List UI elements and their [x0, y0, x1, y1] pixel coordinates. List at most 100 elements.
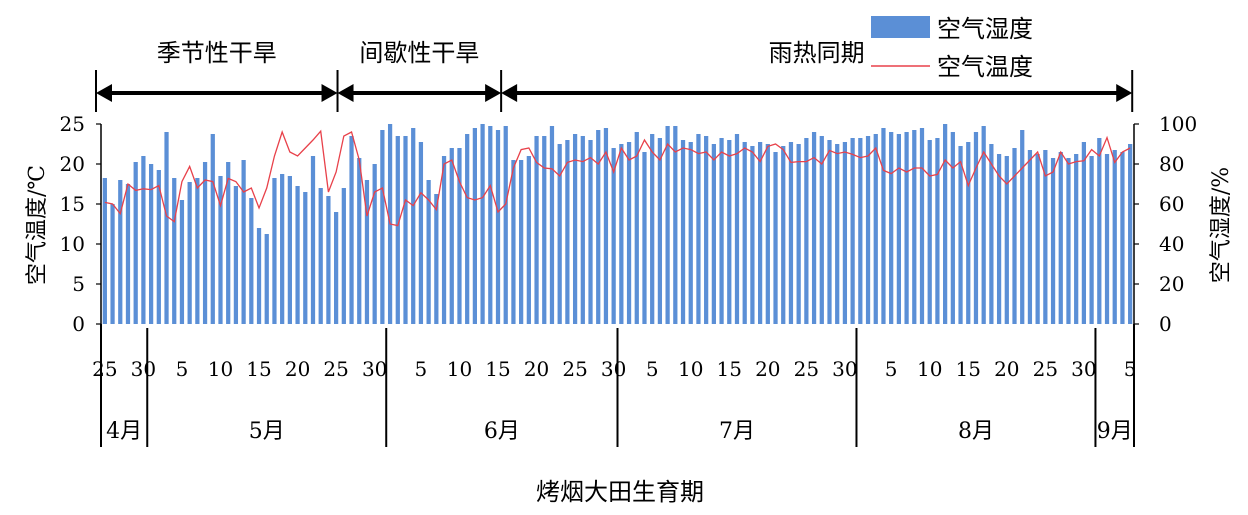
humidity-bar: [773, 152, 778, 324]
humidity-bar: [326, 196, 331, 324]
day-tick-label: 15: [717, 357, 742, 381]
humidity-bar: [711, 144, 716, 324]
humidity-bar: [796, 144, 801, 324]
humidity-bar: [1035, 154, 1040, 324]
y-right-tick-label: 40: [1159, 232, 1184, 256]
humidity-bar: [133, 162, 138, 324]
phase-arrow-head-right: [485, 84, 502, 102]
humidity-bar: [811, 132, 817, 324]
humidity-bar: [858, 138, 863, 324]
y-right-tick-label: 80: [1159, 152, 1184, 176]
humidity-bar: [788, 142, 794, 324]
humidity-bar: [226, 162, 231, 324]
humidity-bar: [542, 136, 547, 324]
humidity-bar: [1112, 150, 1117, 324]
y-left-tick-label: 5: [72, 272, 85, 296]
humidity-bar: [480, 124, 485, 324]
humidity-bar: [511, 160, 516, 324]
humidity-bar: [1066, 158, 1071, 324]
humidity-bar: [1012, 148, 1017, 324]
day-tick-label: 25: [562, 357, 587, 381]
humidity-bar: [233, 186, 239, 324]
humidity-bar: [364, 180, 370, 324]
humidity-bar: [195, 178, 200, 324]
day-tick-label: 10: [678, 357, 703, 381]
day-tick-label: 25: [323, 357, 348, 381]
humidity-bar: [619, 144, 624, 324]
humidity-bar: [865, 136, 871, 324]
humidity-bar: [719, 138, 724, 324]
humidity-bar: [457, 148, 462, 324]
month-label: 4月: [106, 419, 142, 444]
day-tick-label: 15: [485, 357, 510, 381]
humidity-bar: [202, 162, 208, 324]
humidity-bar: [665, 126, 670, 324]
day-tick-label: 10: [208, 357, 233, 381]
humidity-bar: [950, 132, 955, 324]
day-tick-label: 20: [285, 357, 310, 381]
day-tick-label: 15: [956, 357, 981, 381]
humidity-bar: [310, 156, 316, 324]
humidity-bar: [403, 136, 408, 324]
humidity-bar: [1089, 156, 1094, 324]
day-tick-label: 5: [646, 357, 659, 381]
y-axis-right-title: 空气湿度/%: [1209, 167, 1234, 283]
humidity-bar: [688, 142, 693, 324]
humidity-bar: [973, 132, 979, 324]
humidity-bar: [919, 128, 925, 324]
humidity-bar: [287, 176, 292, 324]
humidity-bar: [341, 188, 346, 324]
humidity-bar: [557, 144, 562, 324]
y-right-tick-label: 0: [1159, 312, 1172, 336]
humidity-bar: [727, 140, 732, 324]
humidity-bar: [673, 126, 678, 324]
humidity-bar: [873, 134, 878, 324]
humidity-bar: [572, 134, 578, 324]
humidity-bar: [210, 134, 215, 324]
phase-arrow-head-right: [1116, 84, 1133, 102]
humidity-bar: [1004, 156, 1009, 324]
humidity-bar: [488, 126, 493, 324]
day-tick-label: 30: [131, 357, 156, 381]
humidity-bar: [1120, 152, 1125, 324]
humidity-bar: [264, 234, 269, 324]
day-tick-label: 5: [885, 357, 898, 381]
humidity-bar: [272, 178, 277, 324]
phase-arrow-head-left: [96, 84, 112, 102]
humidity-bar: [179, 200, 185, 324]
humidity-bar: [842, 142, 848, 324]
humidity-bar: [626, 142, 632, 324]
day-tick-label: 20: [524, 357, 549, 381]
phase-label: 间歇性干旱: [359, 39, 479, 67]
humidity-bar: [148, 164, 154, 324]
day-tick-label: 30: [832, 357, 857, 381]
humidity-bar: [603, 128, 609, 324]
humidity-bar: [395, 136, 400, 324]
humidity-bar: [318, 188, 323, 324]
humidity-bar: [141, 156, 146, 324]
humidity-bar: [411, 128, 416, 324]
humidity-bar: [935, 138, 940, 324]
humidity-bar: [565, 140, 570, 324]
humidity-bar: [1043, 150, 1048, 324]
humidity-bar: [110, 204, 115, 324]
humidity-bar: [981, 126, 986, 324]
humidity-bar: [704, 136, 709, 324]
humidity-bar: [580, 136, 585, 324]
humidity-bar: [534, 136, 539, 324]
humidity-bars: [102, 124, 1133, 324]
humidity-bar: [1097, 138, 1102, 324]
humidity-bar: [958, 146, 963, 324]
day-tick-label: 25: [1033, 357, 1058, 381]
legend-bar-swatch: [871, 16, 930, 38]
humidity-bar: [1128, 144, 1133, 324]
humidity-bar: [372, 164, 377, 324]
y-right-tick-label: 100: [1159, 112, 1197, 136]
humidity-bar: [881, 128, 886, 324]
day-tick-label: 10: [917, 357, 942, 381]
humidity-bar: [495, 130, 501, 324]
humidity-bar: [1058, 152, 1063, 324]
humidity-bar: [611, 148, 616, 324]
